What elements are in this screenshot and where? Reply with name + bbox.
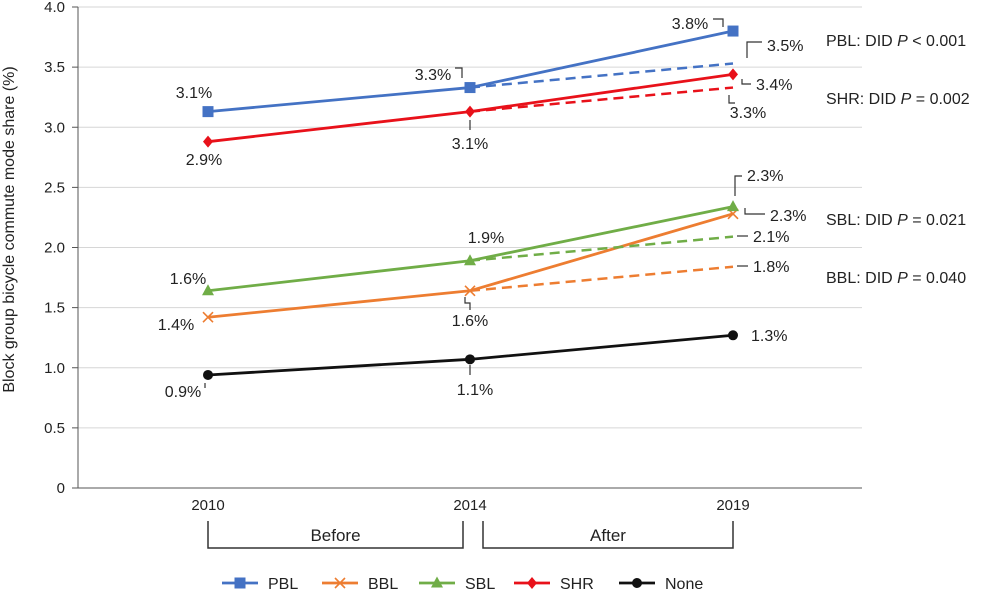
series-none-point-2014 (465, 354, 475, 365)
y-tick-label: 4.0 (44, 0, 65, 16)
series-sbl-point-2019 (727, 200, 739, 212)
series-sbl-point-2010 (202, 284, 214, 296)
data-label-shr-2010: 2.9% (186, 152, 222, 169)
data-label-sbl-counterfactual: 2.1% (753, 229, 789, 246)
y-tick-label: 1.0 (44, 360, 65, 377)
y-axis-title: Block group bicycle commute mode share (… (1, 66, 18, 392)
data-label-shr-counterfactual: 3.3% (730, 105, 766, 122)
data-label-pbl-2019-leader (713, 18, 724, 27)
y-tick-label: 2.0 (44, 240, 65, 257)
series-pbl-counterfactual-line (469, 62, 734, 89)
data-label-pbl-counterfactual: 3.5% (767, 38, 803, 55)
legend-shr-marker (527, 577, 537, 589)
y-tick-label: 3.5 (44, 59, 65, 76)
series (202, 25, 739, 380)
series-bbl-counterfactual-line (469, 265, 734, 293)
series-sbl-point-2014 (464, 254, 476, 266)
legend-bbl-label: BBL (368, 576, 398, 591)
data-label-sbl-2010: 1.6% (170, 271, 206, 288)
did-annotation-shr: SHR: DID P = 0.002 (826, 91, 970, 108)
data-label-bbl-2014-leader (464, 297, 471, 310)
y-tick-label: 2.5 (44, 179, 65, 196)
data-label-shr-2019: 3.4% (756, 77, 792, 94)
series-pbl-point-2014 (464, 82, 476, 94)
data-label-none-2010: 0.9% (165, 384, 201, 401)
period-brackets: Before After (207, 521, 734, 549)
y-tick-label: 3.0 (44, 119, 65, 136)
x-tick-label: 2014 (453, 497, 486, 514)
data-label-pbl-counterfactual-leader (746, 41, 762, 58)
x-tick-label: 2019 (716, 497, 749, 514)
data-label-shr-2019-leader (741, 79, 751, 85)
data-label-shr-2014: 3.1% (452, 136, 488, 153)
did-annotations: PBL: DID P < 0.001 SHR: DID P = 0.002 SBL:… (826, 33, 970, 287)
x-tick-label: 2010 (191, 497, 224, 514)
series-pbl-point-2010 (202, 106, 214, 118)
period-bracket-after (482, 521, 734, 549)
data-label-bbl-2019: 2.3% (770, 208, 806, 225)
legend-pbl-marker (234, 577, 246, 589)
y-tick-label: 0 (57, 480, 65, 497)
did-annotation-sbl: SBL: DID P = 0.021 (826, 212, 966, 229)
data-label-pbl-2014: 3.3% (415, 67, 451, 84)
series-none-point-2010 (203, 369, 213, 380)
data-label-pbl-2014-leader (455, 67, 463, 78)
series-sbl-line (207, 205, 734, 293)
period-label-after: After (590, 526, 626, 545)
series-none-point-2019 (728, 330, 738, 341)
period-label-before: Before (310, 526, 360, 545)
data-label-sbl-2019: 2.3% (747, 168, 783, 185)
data-label-none-2019: 1.3% (751, 328, 787, 345)
data-label-sbl-2019-leader (734, 175, 742, 196)
legend-pbl-label: PBL (268, 576, 298, 591)
legend-sbl-label: SBL (465, 576, 495, 591)
data-label-pbl-2019: 3.8% (672, 16, 708, 33)
legend-none-marker (632, 578, 642, 588)
period-bracket-before (207, 521, 464, 549)
data-label-bbl-2019-leader (744, 208, 765, 215)
y-tick-label: 1.5 (44, 300, 65, 317)
series-pbl-point-2019 (727, 25, 739, 37)
axes: 0 0.5 1.0 1.5 2.0 2.5 3.0 3.5 4.0 2010 2014 2019 Blo… (1, 0, 862, 514)
data-label-shr-counterfactual-leader (728, 95, 735, 104)
data-label-none-2014: 1.1% (457, 382, 493, 399)
series-bbl-point-2014 (464, 285, 476, 297)
data-label-bbl-2010: 1.4% (158, 317, 194, 334)
series-sbl-counterfactual-line (469, 235, 734, 262)
series-shr-counterfactual-line (469, 86, 734, 113)
gridlines (78, 6, 862, 429)
series-shr-point-2014 (465, 105, 475, 118)
series-shr-point-2019 (728, 68, 738, 81)
data-label-bbl-counterfactual: 1.8% (753, 259, 789, 276)
data-label-sbl-2014: 1.9% (468, 230, 504, 247)
did-annotation-pbl: PBL: DID P < 0.001 (826, 33, 966, 50)
legend-none-label: None (665, 576, 703, 591)
data-label-pbl-2010: 3.1% (176, 85, 212, 102)
data-label-bbl-2014: 1.6% (452, 313, 488, 330)
legend-sbl-marker (431, 576, 443, 588)
y-tick-label: 0.5 (44, 420, 65, 437)
data-labels: 3.1% 3.3% 3.8% 3.5% 1.4% 1.6% 2.3% 1.8% 1.6% 1.9%… (158, 16, 807, 401)
series-bbl-point-2010 (202, 311, 214, 323)
legend-bbl-marker (334, 577, 346, 589)
did-annotation-bbl: BBL: DID P = 0.040 (826, 270, 966, 287)
legend: PBL BBL SBL SHR None (222, 576, 703, 591)
legend-shr-label: SHR (560, 576, 594, 591)
series-shr-point-2010 (203, 135, 213, 148)
